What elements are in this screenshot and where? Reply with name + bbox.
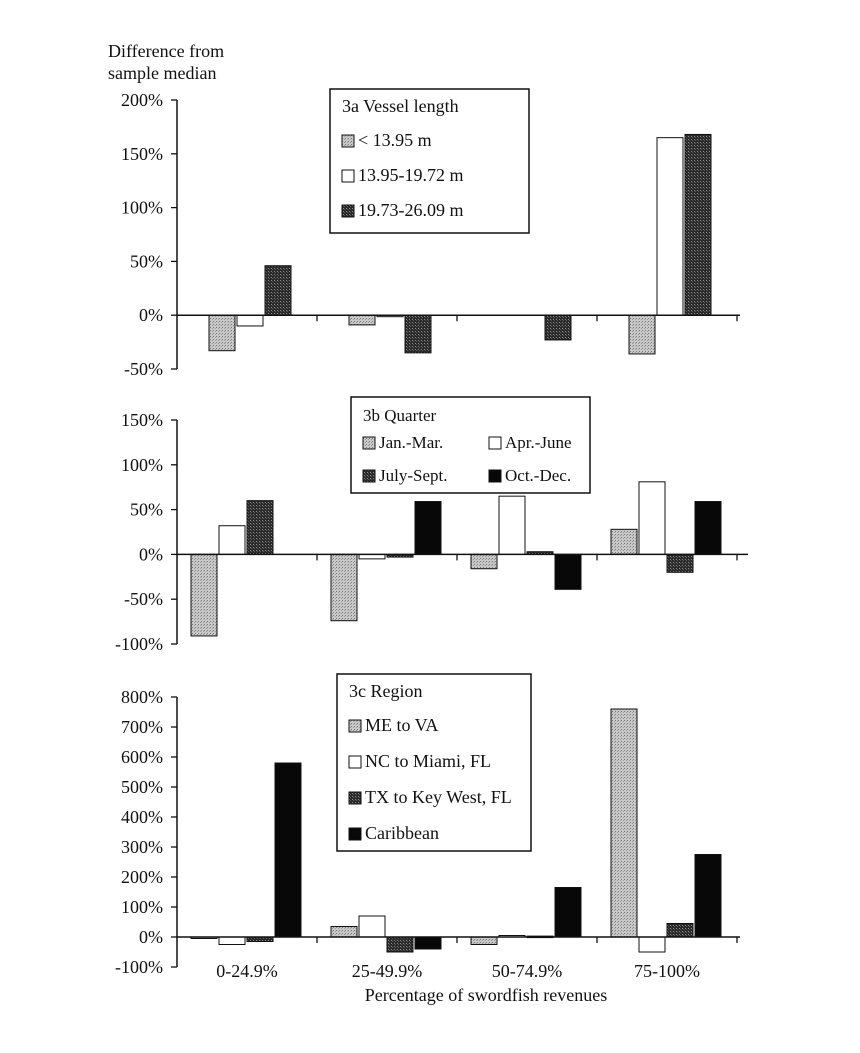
y-tick-label: 300% bbox=[121, 837, 163, 857]
y-tick-label: 100% bbox=[121, 897, 163, 917]
y-tick-label: 150% bbox=[121, 144, 163, 164]
bar bbox=[218, 936, 246, 945]
legend-entry-label: Jan.-Mar. bbox=[379, 433, 443, 452]
legend-entry-label: 13.95-19.72 m bbox=[358, 165, 464, 185]
y-tick-label: 150% bbox=[121, 410, 163, 430]
y-tick-label: -100% bbox=[115, 957, 163, 977]
legend-entry-label: ME to VA bbox=[365, 715, 438, 735]
bar bbox=[246, 500, 274, 555]
legend-swatch bbox=[362, 469, 376, 483]
bar bbox=[694, 854, 722, 938]
legend-entry-label: July-Sept. bbox=[379, 466, 447, 485]
y-tick-label: 700% bbox=[121, 717, 163, 737]
bar bbox=[610, 708, 638, 938]
bar bbox=[666, 553, 694, 573]
legend-box bbox=[350, 396, 591, 494]
bar bbox=[628, 314, 656, 355]
legend-entry-label: NC to Miami, FL bbox=[365, 751, 491, 771]
bar bbox=[208, 314, 236, 352]
bar bbox=[404, 314, 432, 354]
x-category-label: 0-24.9% bbox=[216, 961, 278, 981]
bar bbox=[666, 923, 694, 938]
legend-swatch bbox=[348, 719, 362, 733]
y-tick-label: 0% bbox=[139, 927, 163, 947]
bar bbox=[638, 936, 666, 953]
bar bbox=[348, 314, 376, 326]
bar bbox=[656, 137, 684, 316]
x-axis-label: Percentage of swordfish revenues bbox=[365, 985, 607, 1005]
bar bbox=[264, 265, 292, 316]
bar bbox=[236, 314, 264, 327]
bar bbox=[414, 936, 442, 950]
x-category-label: 50-74.9% bbox=[492, 961, 563, 981]
bar bbox=[684, 133, 712, 316]
panel-3a-vessel-length: -50% 0% 50% 100% 150% 200% 3a Vessel length < 1… bbox=[121, 88, 740, 379]
bar bbox=[330, 926, 358, 938]
bar bbox=[330, 553, 358, 622]
legend: 3a Vessel length < 13.95 m 13.95-19.72 m 19… bbox=[329, 88, 530, 234]
y-tick-label: 600% bbox=[121, 747, 163, 767]
legend-swatch bbox=[488, 469, 502, 483]
legend-entry-label: Caribbean bbox=[365, 823, 439, 843]
panel-3c-region: -100% 0% 100% 200% 300% 400% 500% 600% 700% 800% 3… bbox=[115, 673, 740, 977]
legend-entry-label: Oct.-Dec. bbox=[505, 466, 571, 485]
legend: 3c Region ME to VA NC to Miami, FL TX to Ke… bbox=[336, 673, 532, 852]
y-tick-label: 100% bbox=[121, 455, 163, 475]
y-tick-label: -50% bbox=[124, 359, 163, 379]
legend-title: 3b Quarter bbox=[363, 406, 437, 425]
bar bbox=[470, 553, 498, 570]
bar bbox=[386, 936, 414, 953]
bar bbox=[190, 553, 218, 637]
legend-entry-label: 19.73-26.09 m bbox=[358, 200, 464, 220]
y-tick-label: 0% bbox=[139, 544, 163, 564]
legend-swatch bbox=[341, 169, 355, 183]
bar bbox=[610, 528, 638, 555]
legend-swatch bbox=[362, 436, 376, 450]
panel-3b-quarter: -100% -50% 0% 50% 100% 150% 3b Quarter Jan.-Mar… bbox=[115, 396, 748, 654]
bar bbox=[498, 495, 526, 555]
legend: 3b Quarter Jan.-Mar. Apr.-June July-Sept. Oc… bbox=[350, 396, 591, 494]
bar bbox=[554, 553, 582, 590]
legend-swatch bbox=[341, 204, 355, 218]
x-category-label: 75-100% bbox=[634, 961, 700, 981]
legend-swatch bbox=[488, 436, 502, 450]
bar bbox=[358, 915, 386, 938]
bar bbox=[470, 936, 498, 945]
y-tick-label: 400% bbox=[121, 807, 163, 827]
y-tick-label: 200% bbox=[121, 867, 163, 887]
legend-swatch bbox=[348, 791, 362, 805]
bar bbox=[274, 762, 302, 938]
legend-box bbox=[336, 673, 532, 852]
y-axis-label-line-1: Difference from bbox=[108, 41, 224, 61]
y-tick-label: 100% bbox=[121, 198, 163, 218]
bar bbox=[218, 525, 246, 555]
x-axis-category-labels: 0-24.9% 25-49.9% 50-74.9% 75-100% bbox=[216, 961, 700, 981]
y-tick-label: -100% bbox=[115, 634, 163, 654]
legend-entry-label: Apr.-June bbox=[505, 433, 572, 452]
legend-swatch bbox=[348, 755, 362, 769]
x-category-label: 25-49.9% bbox=[352, 961, 423, 981]
legend-title: 3c Region bbox=[349, 681, 423, 701]
bar bbox=[544, 314, 572, 341]
y-tick-label: 500% bbox=[121, 777, 163, 797]
y-tick-label: 50% bbox=[130, 251, 163, 271]
legend-title: 3a Vessel length bbox=[342, 96, 459, 116]
y-tick-label: -50% bbox=[124, 589, 163, 609]
bar bbox=[554, 887, 582, 938]
bar bbox=[694, 501, 722, 555]
bar bbox=[638, 481, 666, 555]
legend-swatch bbox=[341, 134, 355, 148]
legend-entry-label: < 13.95 m bbox=[358, 130, 432, 150]
legend-swatch bbox=[348, 827, 362, 841]
bar bbox=[414, 501, 442, 555]
y-tick-label: 800% bbox=[121, 687, 163, 707]
y-tick-label: 200% bbox=[121, 90, 163, 110]
legend-entry-label: TX to Key West, FL bbox=[365, 787, 512, 807]
y-tick-label: 0% bbox=[139, 305, 163, 325]
y-axis-label-line-2: sample median bbox=[108, 63, 216, 83]
legend-box bbox=[329, 88, 530, 234]
y-tick-label: 50% bbox=[130, 500, 163, 520]
